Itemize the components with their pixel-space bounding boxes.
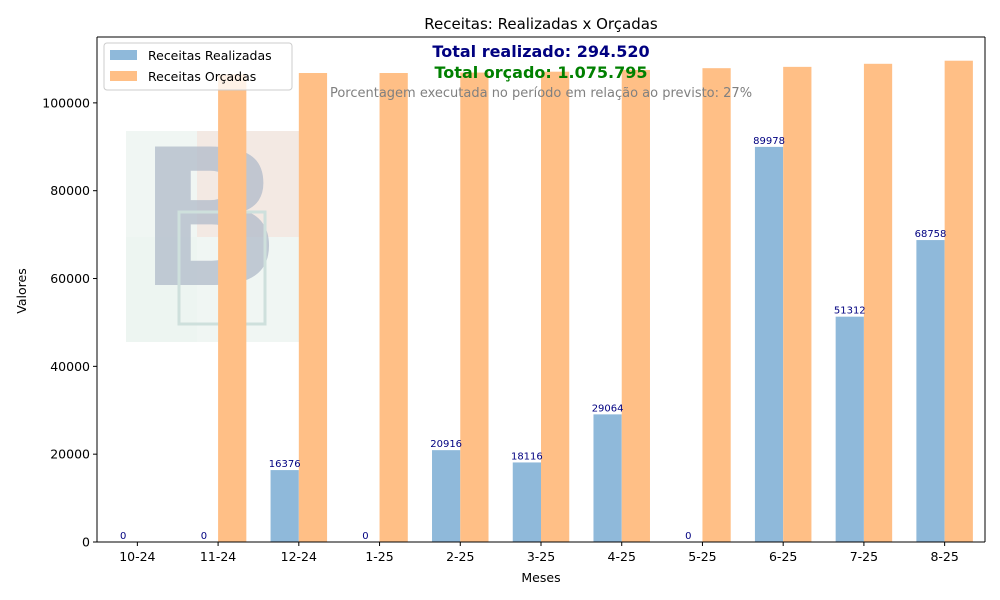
bar-realizada xyxy=(270,470,299,542)
x-tick-label: 11-24 xyxy=(200,549,236,564)
bar-data-label: 0 xyxy=(201,531,207,542)
bar-data-label: 0 xyxy=(362,531,368,542)
x-tick-label: 12-24 xyxy=(281,549,317,564)
bar-orcada xyxy=(944,60,973,543)
x-tick-label: 5-25 xyxy=(688,549,716,564)
y-tick-label: 100000 xyxy=(42,95,90,110)
percentual-annotation: Porcentagem executada no período em rela… xyxy=(330,86,752,101)
bar-data-label: 20916 xyxy=(430,439,462,450)
bar-data-label: 29064 xyxy=(592,403,624,414)
legend-label-orcadas: Receitas Orçadas xyxy=(148,69,256,84)
bar-orcada xyxy=(541,71,570,542)
bar-data-label: 16376 xyxy=(269,459,301,470)
x-tick-label: 8-25 xyxy=(930,549,958,564)
bar-orcada xyxy=(460,72,489,542)
bar-realizada xyxy=(593,414,622,542)
legend-swatch-realizadas xyxy=(110,50,137,60)
y-tick-label: 40000 xyxy=(50,359,90,374)
x-tick-label: 1-25 xyxy=(365,549,393,564)
x-tick-label: 4-25 xyxy=(608,549,636,564)
bar-realizada xyxy=(512,462,541,542)
y-tick-label: 60000 xyxy=(50,271,90,286)
bar-realizada xyxy=(432,450,461,542)
x-tick-label: 3-25 xyxy=(527,549,555,564)
legend-label-realizadas: Receitas Realizadas xyxy=(148,48,272,63)
bar-orcada xyxy=(783,66,812,543)
y-tick-label: 80000 xyxy=(50,183,90,198)
bar-realizada xyxy=(835,316,864,542)
x-tick-label: 10-24 xyxy=(119,549,155,564)
x-tick-label: 6-25 xyxy=(769,549,797,564)
svg-text:B: B xyxy=(138,109,283,330)
bar-realizada xyxy=(754,146,784,542)
chart-title: Receitas: Realizadas x Orçadas xyxy=(424,15,658,33)
bar-orcada xyxy=(379,73,408,542)
bar-data-label: 0 xyxy=(685,531,691,542)
bar-data-label: 89978 xyxy=(753,136,785,147)
bar-orcada xyxy=(298,73,328,542)
b-logo-icon: B xyxy=(126,109,300,342)
y-axis-title: Valores xyxy=(14,268,29,313)
x-axis-title: Meses xyxy=(521,570,560,585)
bar-data-label: 0 xyxy=(120,531,126,542)
total-orcado-annotation: Total orçado: 1.075.795 xyxy=(435,63,648,82)
bar-data-label: 51312 xyxy=(834,306,866,317)
bar-orcada xyxy=(218,74,247,542)
y-tick-label: 0 xyxy=(82,535,90,550)
total-realizado-annotation: Total realizado: 294.520 xyxy=(432,42,649,61)
bar-orcada xyxy=(702,68,731,543)
bar-realizada xyxy=(916,240,945,542)
x-tick-label: 7-25 xyxy=(850,549,878,564)
bar-orcada xyxy=(621,69,650,543)
legend: Receitas Realizadas Receitas Orçadas xyxy=(103,42,293,91)
bar-orcada xyxy=(863,63,893,542)
y-tick-label: 20000 xyxy=(50,447,90,462)
bar-data-label: 18116 xyxy=(511,451,543,462)
legend-swatch-orcadas xyxy=(110,71,137,81)
bar-data-label: 68758 xyxy=(915,229,947,240)
x-tick-label: 2-25 xyxy=(446,549,474,564)
